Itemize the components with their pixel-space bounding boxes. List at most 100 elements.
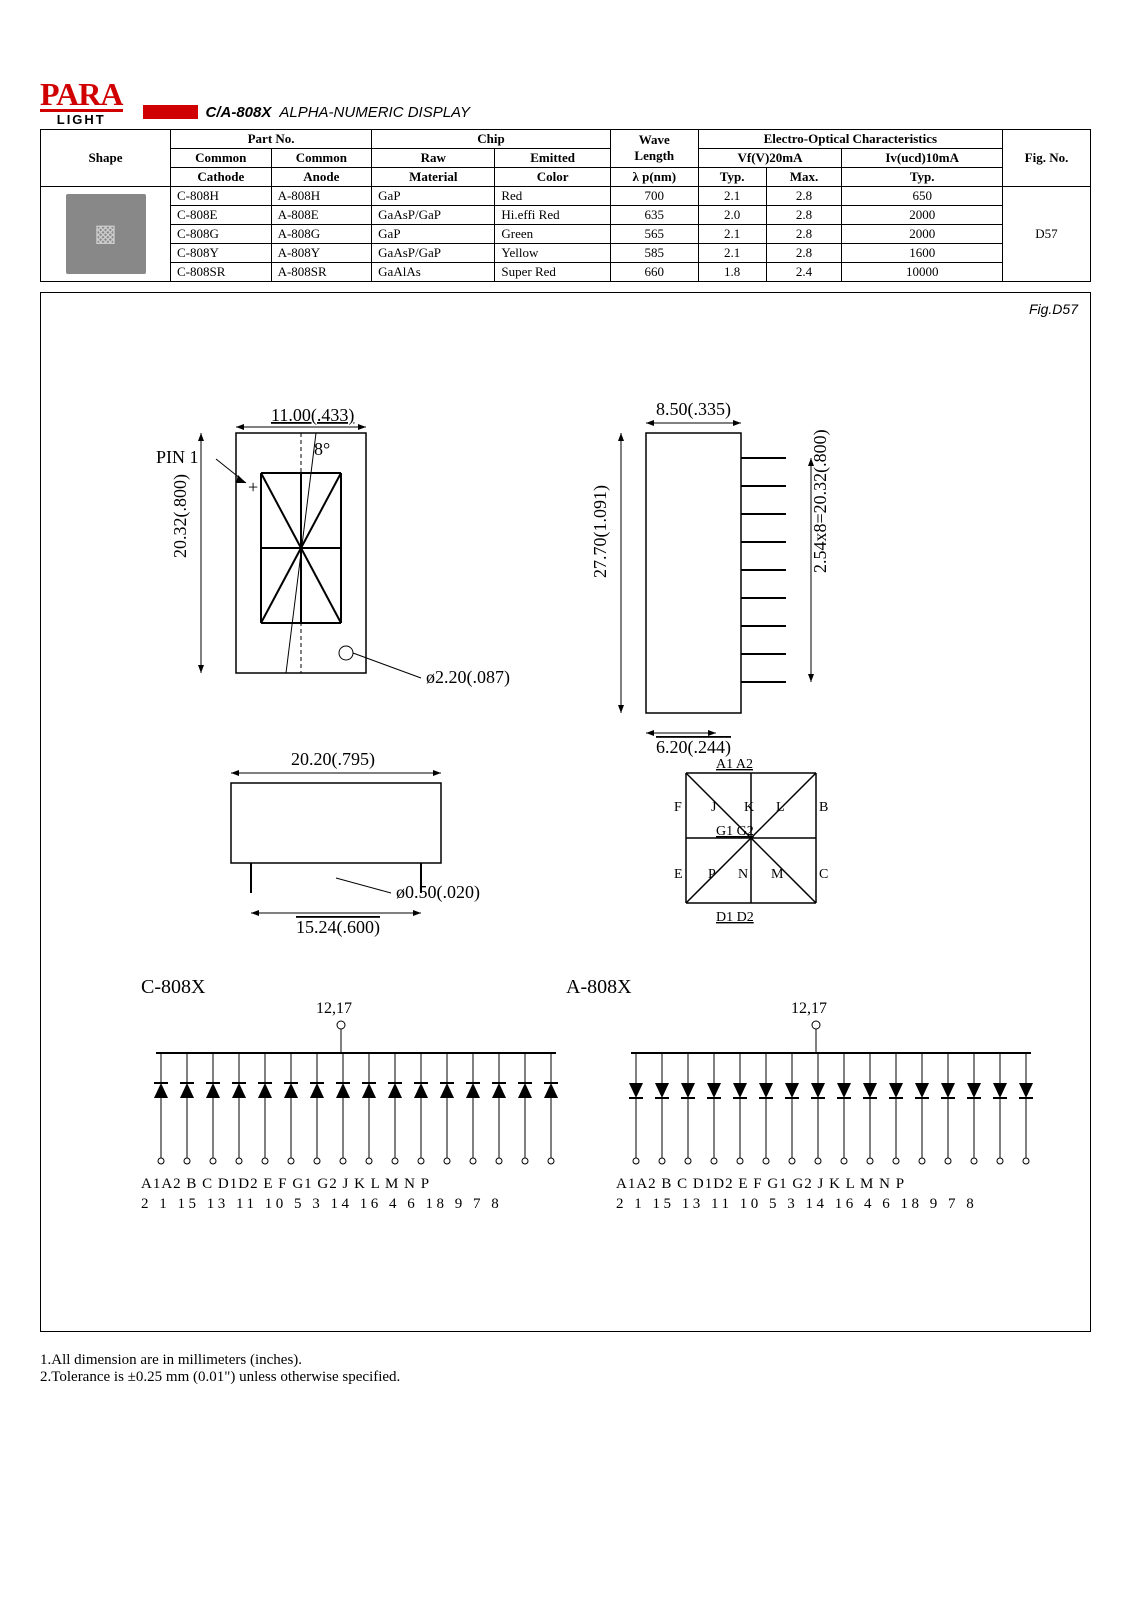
col-ca-h1: Common xyxy=(271,148,372,167)
col-raw-h1: Raw xyxy=(372,148,495,167)
svg-text:B: B xyxy=(819,800,828,815)
variant-right-label: A-808X xyxy=(566,976,632,998)
table-row: C-808E A-808E GaAsP/GaP Hi.effi Red 635 … xyxy=(41,205,1091,224)
col-shape: Shape xyxy=(41,129,171,186)
cell-wl: 700 xyxy=(610,186,698,205)
dim-side-width: 20.20(.795) xyxy=(291,749,375,770)
cell-color: Hi.effi Red xyxy=(495,205,611,224)
cell-wl: 660 xyxy=(610,262,698,281)
spec-table: Shape Part No. Chip WaveLength Electro-O… xyxy=(40,129,1091,282)
dim-pkg-depth: 6.20(.244) xyxy=(656,737,731,758)
cell-mat: GaP xyxy=(372,224,495,243)
cell-cc: C-808G xyxy=(171,224,272,243)
display-shape-icon: ▩ xyxy=(66,194,146,274)
cell-iv: 10000 xyxy=(842,262,1003,281)
col-vf-max: Max. xyxy=(766,167,842,186)
cell-wl: 585 xyxy=(610,243,698,262)
cell-color: Super Red xyxy=(495,262,611,281)
cell-ca: A-808Y xyxy=(271,243,372,262)
dim-hole-dia: ø2.20(.087) xyxy=(426,667,510,688)
col-electro: Electro-Optical Characteristics xyxy=(698,129,1002,148)
title-accent-box xyxy=(143,105,198,119)
col-vf-typ: Typ. xyxy=(698,167,766,186)
cell-cc: C-808Y xyxy=(171,243,272,262)
logo-top-text: PARA xyxy=(40,80,123,112)
cell-color: Green xyxy=(495,224,611,243)
col-raw-h2: Material xyxy=(372,167,495,186)
table-header-row-3: Cathode Anode Material Color λ p(nm) Typ… xyxy=(41,167,1091,186)
dim-pkg-width: 8.50(.335) xyxy=(656,399,731,420)
cell-vft: 2.1 xyxy=(698,243,766,262)
logo-bottom-text: LIGHT xyxy=(57,112,106,127)
seg-mid: G1 G2 xyxy=(716,824,754,839)
table-row: C-808SR A-808SR GaAlAs Super Red 660 1.8… xyxy=(41,262,1091,281)
pin-labels-1-right: A1A2 B C D1D2 E F G1 G2 J K L M N P xyxy=(616,1176,905,1192)
svg-text:+: + xyxy=(248,477,258,497)
col-partno: Part No. xyxy=(171,129,372,148)
col-emit-h1: Emitted xyxy=(495,148,611,167)
svg-text:L: L xyxy=(776,800,785,815)
page-header: PARA LIGHT C/A-808X ALPHA-NUMERIC DISPLA… xyxy=(40,80,1091,127)
cell-mat: GaAlAs xyxy=(372,262,495,281)
cell-iv: 2000 xyxy=(842,224,1003,243)
footnotes: 1.All dimension are in millimeters (inch… xyxy=(40,1352,1091,1386)
cell-vfm: 2.8 xyxy=(766,205,842,224)
title-bar: C/A-808X ALPHA-NUMERIC DISPLAY xyxy=(143,104,470,127)
cell-cc: C-808H xyxy=(171,186,272,205)
cell-vft: 2.1 xyxy=(698,224,766,243)
cell-vfm: 2.4 xyxy=(766,262,842,281)
pin-labels-2-right: 2 1 15 13 11 10 5 3 14 16 4 6 18 9 7 8 xyxy=(616,1196,977,1212)
cell-wl: 635 xyxy=(610,205,698,224)
col-emit-h2: Color xyxy=(495,167,611,186)
cell-color: Red xyxy=(495,186,611,205)
col-iv: Iv(ucd)10mA xyxy=(842,148,1003,167)
dim-pin-pitch: 15.24(.600) xyxy=(296,917,380,938)
svg-text:C: C xyxy=(819,867,828,882)
dim-top-width: 11.00(.433) xyxy=(271,405,354,426)
col-vf: Vf(V)20mA xyxy=(698,148,842,167)
dimensional-drawing: 11.00(.433) 8° PIN 1 + xyxy=(86,353,1046,1293)
cell-cc: C-808SR xyxy=(171,262,272,281)
cell-iv: 2000 xyxy=(842,205,1003,224)
dim-pin-rows: 2.54x8=20.32(.800) xyxy=(810,429,831,573)
pinout-right: A-808X 12,17 A1A2 B C D1D2 E F G1 G2 J K… xyxy=(566,976,1033,1212)
cell-vfm: 2.8 xyxy=(766,224,842,243)
cell-vft: 2.0 xyxy=(698,205,766,224)
cell-vft: 1.8 xyxy=(698,262,766,281)
svg-text:F: F xyxy=(674,800,682,815)
pinout-left: C-808X 12,17 A1A2 B C D1D2 E F G1 G2 J K… xyxy=(141,976,558,1212)
cell-figref: D57 xyxy=(1003,186,1091,281)
svg-text:E: E xyxy=(674,867,683,882)
cell-mat: GaAsP/GaP xyxy=(372,205,495,224)
pin-labels-1-left: A1A2 B C D1D2 E F G1 G2 J K L M N P xyxy=(141,1176,430,1192)
variant-left-label: C-808X xyxy=(141,976,206,998)
svg-text:P: P xyxy=(708,867,716,882)
col-iv-typ: Typ. xyxy=(842,167,1003,186)
table-row: C-808G A-808G GaP Green 565 2.1 2.8 2000 xyxy=(41,224,1091,243)
cell-vfm: 2.8 xyxy=(766,186,842,205)
shared-pins-right: 12,17 xyxy=(791,1000,827,1017)
cell-mat: GaAsP/GaP xyxy=(372,243,495,262)
table-row: ▩ C-808H A-808H GaP Red 700 2.1 2.8 650 … xyxy=(41,186,1091,205)
pin-labels-2-left: 2 1 15 13 11 10 5 3 14 16 4 6 18 9 7 8 xyxy=(141,1196,502,1212)
col-ca-h2: Anode xyxy=(271,167,372,186)
cell-wl: 565 xyxy=(610,224,698,243)
cell-color: Yellow xyxy=(495,243,611,262)
dim-pkg-height: 27.70(1.091) xyxy=(590,485,611,578)
svg-text:J: J xyxy=(711,800,717,815)
figure-label: Fig.D57 xyxy=(1029,301,1078,317)
cell-ca: A-808E xyxy=(271,205,372,224)
cell-cc: C-808E xyxy=(171,205,272,224)
col-cc-h2: Cathode xyxy=(171,167,272,186)
cell-vfm: 2.8 xyxy=(766,243,842,262)
cell-iv: 650 xyxy=(842,186,1003,205)
cell-iv: 1600 xyxy=(842,243,1003,262)
svg-text:K: K xyxy=(744,800,754,815)
col-wl-unit: λ p(nm) xyxy=(610,167,698,186)
cell-mat: GaP xyxy=(372,186,495,205)
cell-ca: A-808SR xyxy=(271,262,372,281)
svg-text:M: M xyxy=(771,867,784,882)
dim-pin-dia: ø0.50(.020) xyxy=(396,882,480,903)
shared-pins-left: 12,17 xyxy=(316,1000,352,1017)
footnote-1: 1.All dimension are in millimeters (inch… xyxy=(40,1352,1091,1369)
